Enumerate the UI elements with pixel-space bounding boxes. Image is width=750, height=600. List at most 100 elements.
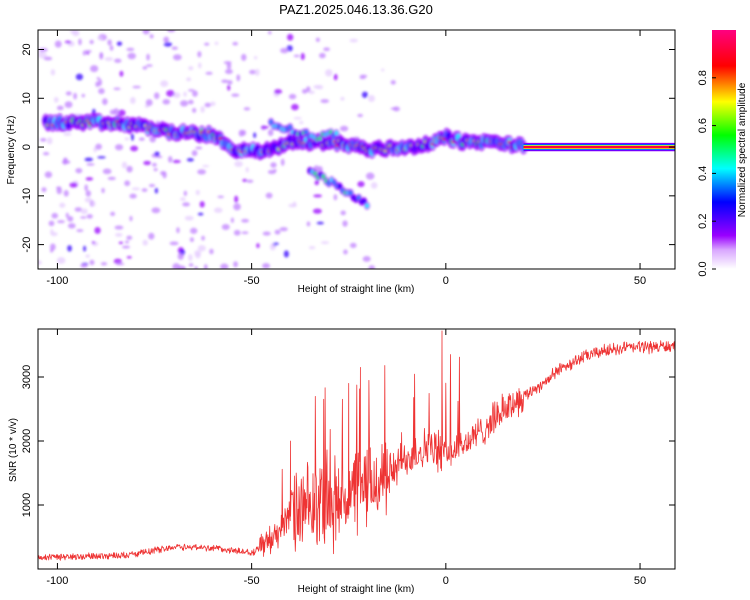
x-tick-label: -100 (46, 575, 68, 587)
y-tick-label: 2000 (21, 429, 33, 453)
noise-blob (172, 54, 182, 61)
noise-blob (279, 227, 288, 232)
noise-blob (361, 91, 369, 98)
noise-blob (226, 62, 232, 70)
noise-blob (195, 146, 203, 150)
noise-blob (102, 98, 108, 106)
noise-blob (390, 107, 398, 110)
noise-blob (390, 80, 396, 85)
x-tick-label: -50 (244, 575, 260, 587)
noise-blob (236, 74, 241, 82)
noise-blob (99, 52, 104, 60)
noise-blob (44, 171, 53, 178)
noise-blob (177, 252, 184, 261)
noise-blob (145, 64, 153, 67)
noise-blob (234, 195, 239, 203)
noise-blob (288, 203, 297, 208)
noise-blob (320, 241, 330, 245)
colorbar-tick-label: 0.8 (697, 70, 709, 85)
colorbar-tick-label: 0.4 (697, 166, 709, 181)
noise-blob (189, 237, 194, 243)
noise-blob (260, 125, 269, 129)
noise-blob (149, 34, 154, 39)
noise-blob (146, 53, 150, 61)
spectrogram-heatmap (38, 30, 675, 269)
noise-blob (56, 257, 66, 264)
noise-blob (233, 261, 238, 268)
noise-blob (188, 263, 194, 267)
noise-blob (368, 94, 375, 103)
colorbar-tick-label: 0.0 (697, 261, 709, 276)
noise-blob (315, 37, 321, 42)
noise-blob (86, 163, 95, 166)
noise-blob (362, 255, 371, 262)
noise-blob (63, 189, 69, 197)
y-tick-label: 3000 (21, 365, 33, 389)
noise-blob (183, 91, 187, 97)
noise-blob (267, 129, 274, 137)
noise-blob (186, 158, 194, 162)
x-tick-label: -100 (46, 275, 68, 287)
noise-blob (115, 262, 125, 266)
noise-blob (131, 187, 141, 191)
noise-blob (200, 106, 205, 113)
noise-blob (83, 245, 87, 252)
noise-blob (114, 58, 122, 63)
noise-blob (270, 162, 277, 168)
noise-blob (81, 93, 85, 98)
noise-blob (57, 220, 65, 224)
noise-blob (129, 193, 137, 199)
noise-blob (357, 181, 365, 188)
noise-blob (101, 187, 105, 194)
snr-y-ticks: 1000 2000 3000 (21, 365, 675, 517)
noise-blob (280, 47, 289, 54)
noise-blob (141, 188, 148, 192)
noise-blob (357, 113, 363, 118)
noise-blob (301, 88, 308, 94)
spectrogram-x-ticks: -100 -50 0 50 (46, 30, 646, 287)
noise-blob (313, 194, 323, 198)
noise-blob (42, 152, 50, 156)
noise-blob (299, 121, 304, 125)
noise-blob (359, 76, 366, 80)
noise-blob (171, 46, 178, 50)
noise-blob (291, 103, 299, 111)
noise-blob (245, 167, 249, 173)
spectrogram-frame (37, 29, 676, 270)
noise-blob (319, 52, 326, 59)
noise-blob (280, 158, 285, 166)
noise-blob (116, 41, 123, 46)
noise-blob (166, 89, 175, 97)
x-tick-label: 0 (443, 275, 449, 287)
noise-blob (162, 99, 171, 105)
secondary-blob (362, 198, 367, 204)
noise-blob (67, 245, 72, 252)
x-tick-label: 50 (634, 575, 646, 587)
noise-blob (86, 52, 90, 55)
noise-blob (46, 137, 53, 145)
noise-blob (288, 93, 297, 100)
noise-blob (186, 77, 192, 82)
noise-blob (197, 245, 206, 252)
noise-blob (69, 182, 78, 188)
noise-blob (241, 231, 249, 235)
noise-blob (197, 51, 202, 58)
noise-blob (249, 69, 257, 75)
noise-blob (117, 109, 126, 117)
noise-blob (80, 263, 88, 268)
noise-blob (265, 192, 273, 199)
noise-blob (238, 129, 244, 137)
noise-blob (333, 194, 338, 201)
noise-blob (180, 100, 189, 107)
noise-blob (110, 211, 116, 217)
noise-blob (188, 254, 193, 262)
y-tick-label: -10 (21, 188, 33, 204)
colorbar-ticks: 0.0 0.2 0.4 0.6 0.8 (697, 70, 716, 277)
noise-blob (80, 208, 88, 215)
noise-blob (233, 203, 241, 211)
noise-blob (41, 187, 47, 193)
noise-blob (205, 71, 213, 75)
noise-blob (84, 184, 88, 192)
noise-blob (370, 182, 378, 189)
